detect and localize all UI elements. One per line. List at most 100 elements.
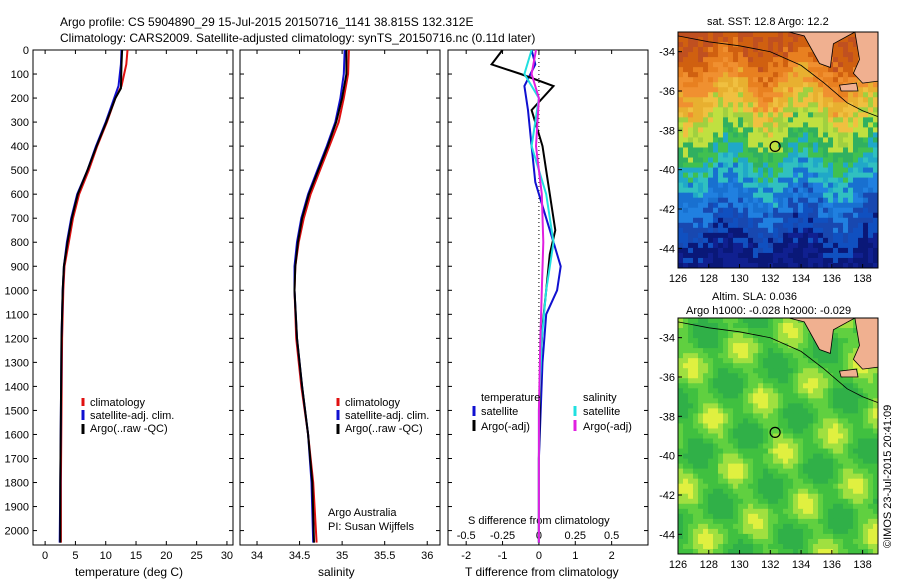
map-cell	[793, 252, 799, 259]
map-cell	[758, 132, 764, 138]
map-cell	[783, 202, 789, 209]
map-cell	[718, 37, 724, 43]
map-cell	[788, 232, 794, 239]
map-cell	[768, 182, 774, 189]
map-cell	[768, 523, 774, 530]
map-cell	[873, 368, 879, 374]
map-cell	[868, 222, 874, 229]
map-cell	[728, 478, 734, 485]
map-cell	[703, 42, 709, 48]
map-cell	[703, 232, 709, 239]
map-cell	[828, 82, 834, 88]
map-cell	[793, 202, 799, 209]
map-cell	[828, 358, 834, 364]
map-cell	[773, 393, 779, 399]
map-cell	[723, 232, 729, 239]
map-cell	[723, 363, 729, 369]
map-cell	[733, 533, 739, 540]
map-cell	[758, 543, 764, 550]
map-cell	[738, 498, 744, 505]
map-cell	[693, 418, 699, 424]
map-cell	[678, 323, 684, 329]
map-cell	[743, 508, 749, 515]
map-cell	[743, 543, 749, 550]
map-cell	[853, 538, 859, 545]
map-cell	[858, 172, 864, 179]
map-cell	[728, 177, 734, 184]
map-cell	[793, 543, 799, 550]
map-cell	[768, 172, 774, 179]
map-cell	[793, 257, 799, 264]
map-cell	[803, 137, 809, 143]
map-cell	[693, 518, 699, 525]
map-cell	[798, 127, 804, 133]
map-cell	[683, 157, 689, 163]
map-cell	[693, 323, 699, 329]
map-cell	[788, 247, 794, 254]
map-cell	[853, 478, 859, 485]
map-cell	[853, 117, 859, 123]
map-cell	[798, 378, 804, 384]
map-cell	[713, 478, 719, 485]
map-cell	[793, 438, 799, 444]
map-cell	[808, 418, 814, 424]
map-cell	[688, 508, 694, 515]
map-cell	[748, 353, 754, 359]
map-cell	[778, 167, 784, 173]
map-cell	[818, 353, 824, 359]
map-cell	[758, 373, 764, 379]
map-cell	[738, 242, 744, 249]
map-cell	[788, 77, 794, 83]
map-cell	[798, 518, 804, 525]
map-cell	[768, 358, 774, 364]
map-cell	[803, 383, 809, 389]
map-cell	[813, 523, 819, 530]
map-cell	[683, 518, 689, 525]
map-cell	[713, 87, 719, 93]
map-cell	[748, 368, 754, 374]
map-cell	[808, 222, 814, 229]
map-cell	[718, 242, 724, 249]
map-cell	[823, 257, 829, 264]
map-cell	[773, 137, 779, 143]
map-cell	[688, 242, 694, 249]
map-cell	[678, 438, 684, 444]
map-cell	[808, 508, 814, 515]
map-cell	[703, 82, 709, 88]
map-cell	[788, 403, 794, 409]
map-cell	[738, 513, 744, 520]
map-cell	[818, 262, 824, 269]
map-cell	[713, 92, 719, 98]
map-cell	[793, 478, 799, 485]
map-cell	[768, 348, 774, 354]
map-cell	[783, 87, 789, 93]
map-cell	[868, 197, 874, 204]
map-cell	[698, 373, 704, 379]
map-cell	[713, 468, 719, 475]
map-cell	[733, 247, 739, 254]
map-cell	[758, 107, 764, 113]
map-cell	[803, 518, 809, 525]
map-cell	[828, 172, 834, 179]
map-cell	[783, 107, 789, 113]
map-cell	[698, 348, 704, 354]
map-cell	[808, 368, 814, 374]
map-cell	[798, 152, 804, 158]
map-cell	[848, 433, 854, 439]
map-cell	[783, 262, 789, 269]
map-cell	[863, 408, 869, 414]
map-cell	[753, 393, 759, 399]
map-cell	[863, 458, 869, 465]
map-cell	[743, 62, 749, 68]
map-cell	[753, 192, 759, 199]
map-cell	[793, 162, 799, 168]
map-cell	[678, 418, 684, 424]
map-cell	[703, 338, 709, 344]
map-cell	[833, 232, 839, 239]
map-cell	[788, 383, 794, 389]
map-cell	[758, 152, 764, 158]
map-cell	[708, 528, 714, 535]
map-cell	[723, 468, 729, 475]
map-cell	[713, 187, 719, 194]
map-cell	[858, 498, 864, 505]
